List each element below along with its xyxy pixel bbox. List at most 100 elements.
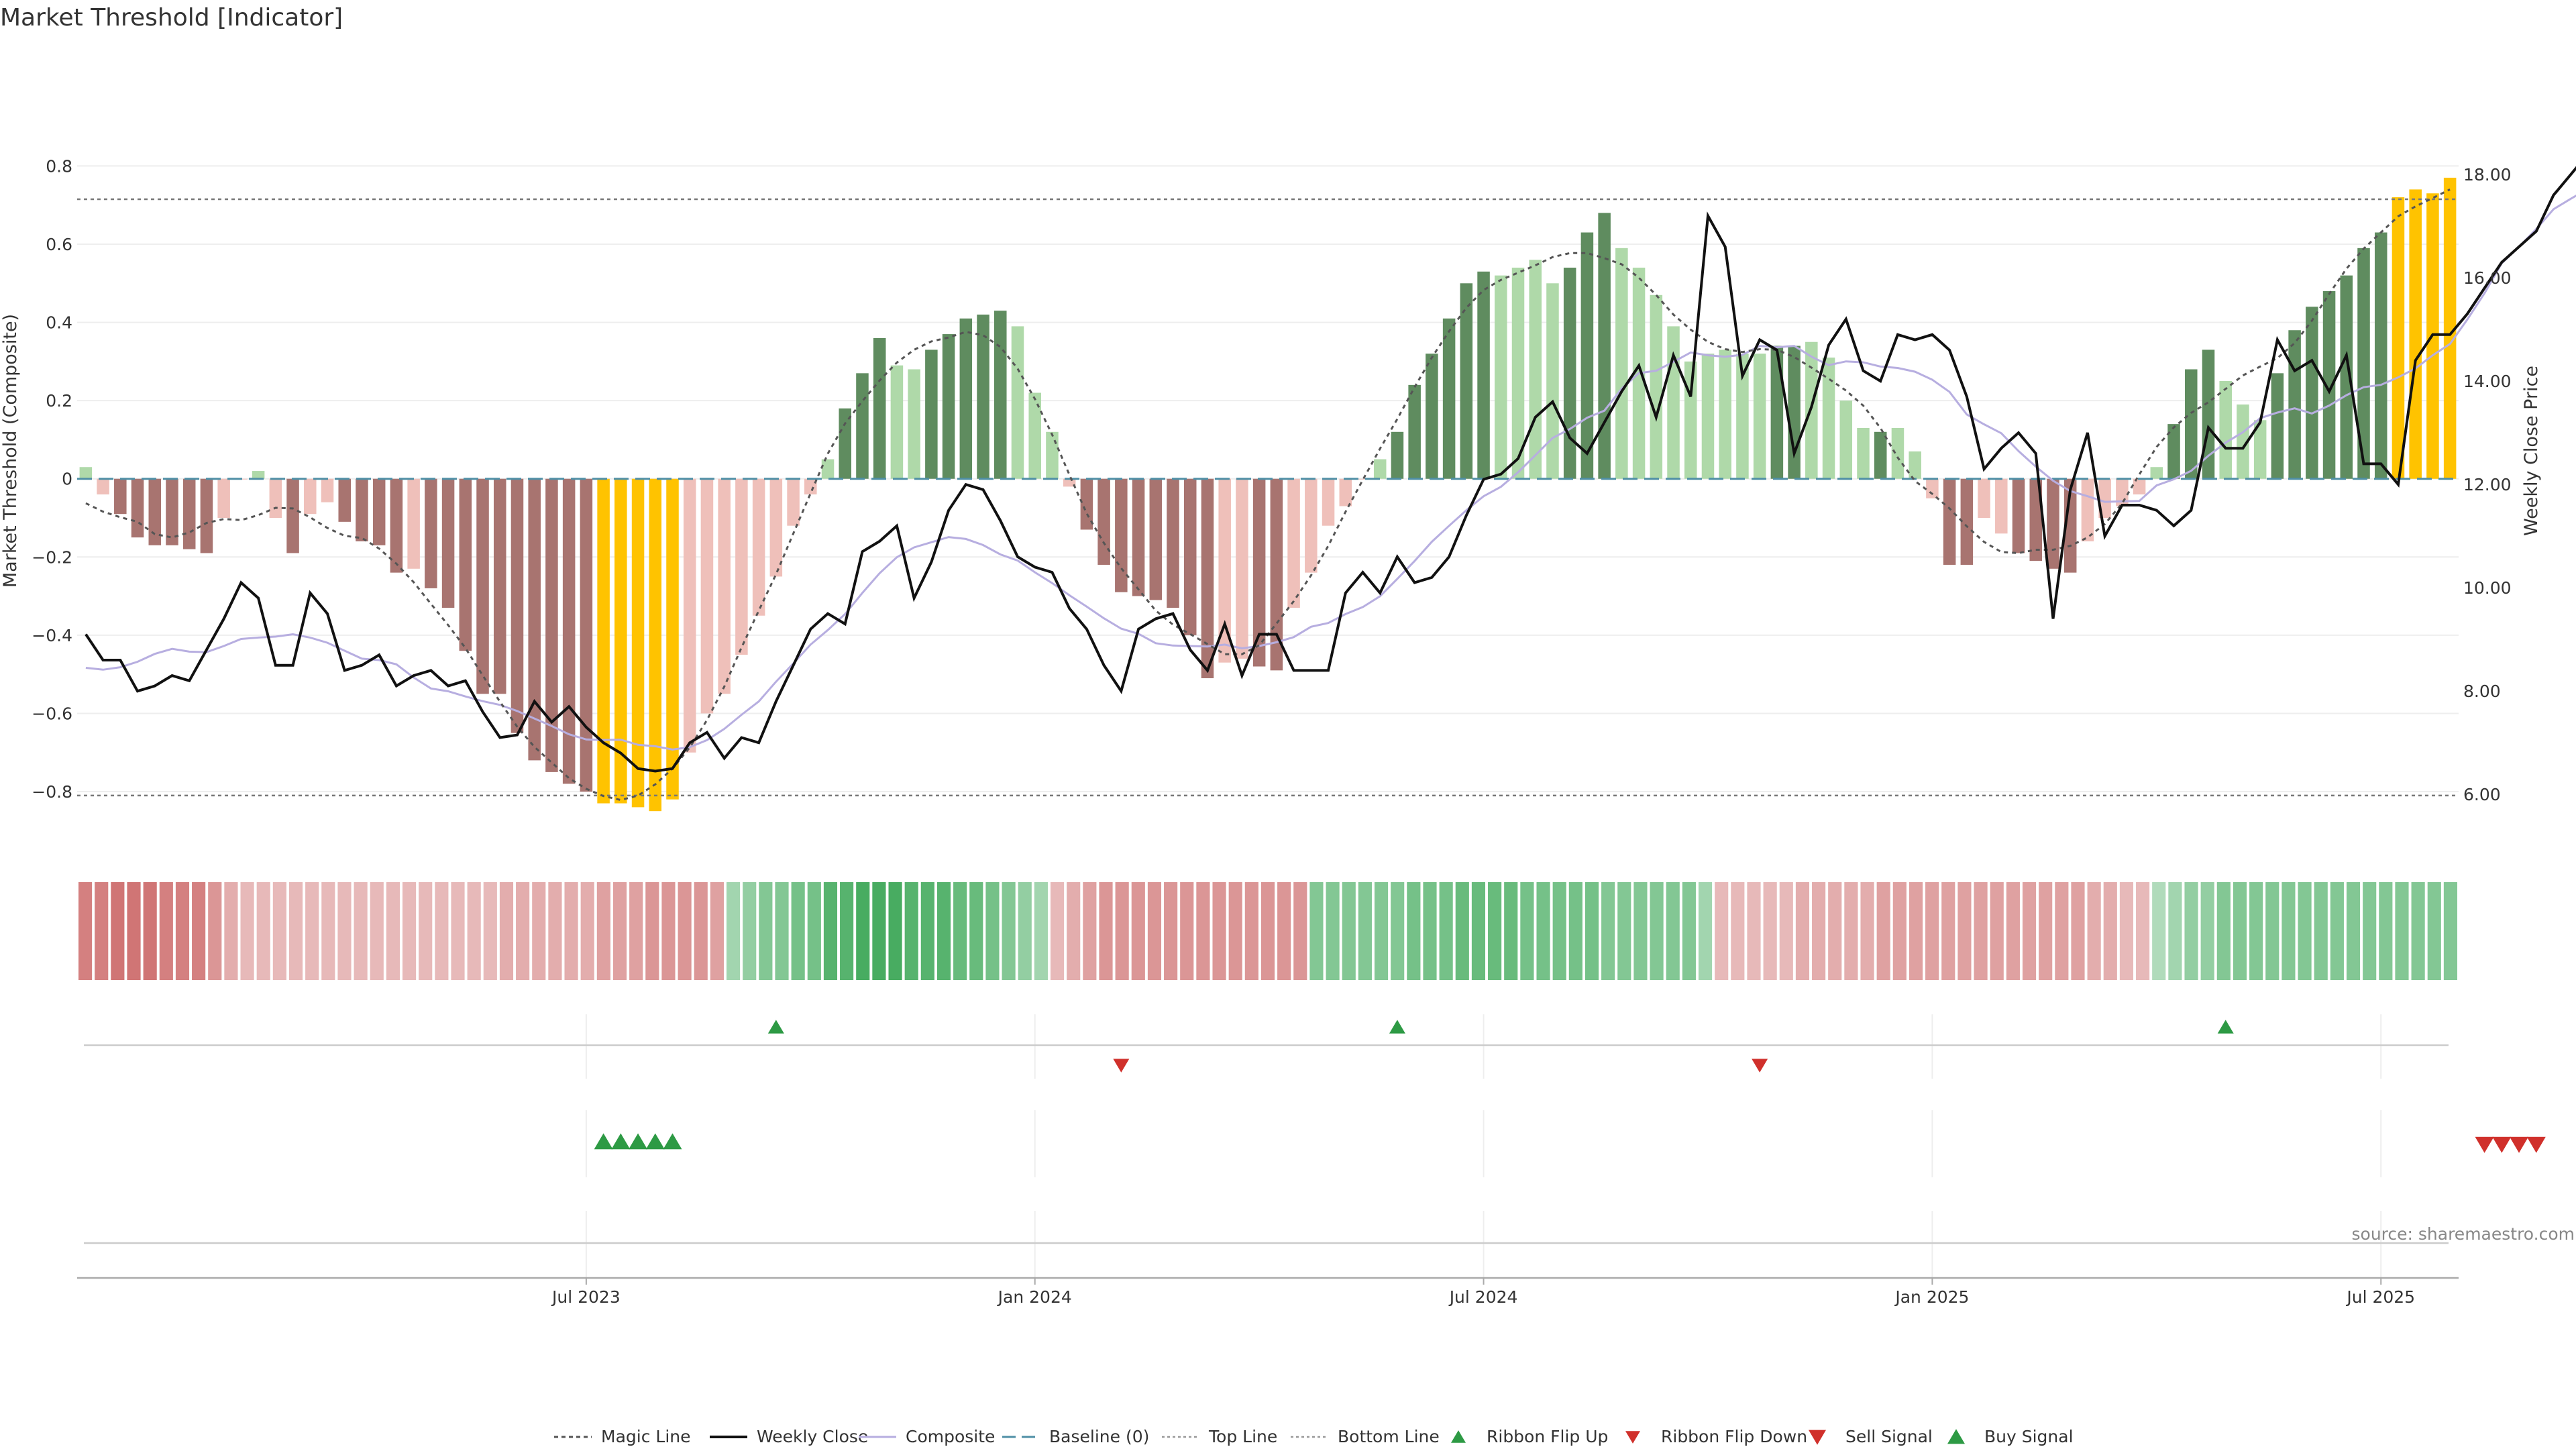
date-tick-label: Jul 2024 — [1448, 1287, 1518, 1307]
ribbon-cell — [1504, 882, 1518, 980]
ribbon-flip-up-marker — [2217, 1020, 2234, 1034]
composite-bar — [476, 478, 489, 694]
ribbon-cell — [419, 882, 433, 980]
composite-bar — [1943, 478, 1956, 565]
composite-bar — [2306, 307, 2318, 479]
composite-bar — [304, 478, 317, 515]
left-axis-label: Market Threshold (Composite) — [0, 314, 21, 588]
ribbon-cell — [2103, 882, 2117, 980]
composite-bar — [1615, 248, 1628, 479]
composite-bar — [821, 459, 835, 479]
left-tick-label: −0.4 — [32, 626, 72, 645]
composite-bar — [1529, 260, 1542, 479]
composite-bar — [166, 478, 178, 545]
composite-bar — [1511, 267, 1525, 479]
weekly-close-line — [85, 166, 2576, 773]
composite-bar — [2167, 424, 2180, 479]
composite-bar — [580, 478, 593, 792]
composite-bar — [1097, 478, 1110, 565]
ribbon-cell — [1682, 882, 1696, 980]
ribbon-cell — [532, 882, 546, 980]
ribbon-cell — [2200, 882, 2214, 980]
composite-bar — [97, 478, 109, 495]
ribbon-cell — [1002, 882, 1016, 980]
composite-bar — [1011, 326, 1024, 479]
ribbon-cell — [1617, 882, 1631, 980]
legend-swatch-ribbon-flip-up — [1451, 1430, 1466, 1443]
ribbon-cell — [143, 882, 157, 980]
ribbon-cell — [840, 882, 854, 980]
composite-bar — [1667, 326, 1680, 479]
ribbon-cell — [2152, 882, 2166, 980]
ribbon-cell — [791, 882, 805, 980]
date-tick-label: Jul 2025 — [2345, 1287, 2415, 1307]
composite-bar — [1460, 283, 1473, 479]
composite-bar — [1822, 358, 1835, 479]
left-tick-label: 0.6 — [46, 235, 72, 254]
ribbon-cell — [2395, 882, 2409, 980]
legend-label: Composite — [906, 1427, 995, 1446]
date-tick-label: Jan 2024 — [997, 1287, 1072, 1307]
ribbon-cell — [1892, 882, 1907, 980]
ribbon-cell — [1974, 882, 1988, 980]
ribbon-cell — [288, 882, 303, 980]
composite-bar — [2047, 478, 2059, 569]
ribbon-cell — [1099, 882, 1113, 980]
right-tick-label: 18.00 — [2463, 165, 2512, 184]
sell-signal-marker — [2475, 1136, 2494, 1153]
right-tick-label: 14.00 — [2463, 372, 2512, 391]
composite-bar — [1736, 354, 1749, 479]
composite-bar — [1580, 232, 1594, 479]
ribbon-cell — [2071, 882, 2085, 980]
left-tick-label: 0.4 — [46, 313, 72, 333]
left-tick-label: −0.8 — [32, 782, 72, 802]
ribbon-cell — [2136, 882, 2150, 980]
ribbon-cell — [1455, 882, 1469, 980]
composite-bar — [2357, 248, 2370, 479]
ribbon-cell — [1828, 882, 1842, 980]
ribbon-cell — [483, 882, 497, 980]
composite-bar — [1874, 431, 1887, 479]
composite-bar — [683, 478, 696, 753]
magic-line — [85, 189, 2451, 802]
ribbon-cell — [1795, 882, 1810, 980]
legend-label: Baseline (0) — [1049, 1427, 1149, 1446]
ribbon-cell — [2346, 882, 2361, 980]
ribbon-cell — [1731, 882, 1745, 980]
composite-bar — [1477, 271, 1490, 479]
ribbon-cell — [2184, 882, 2198, 980]
composite-bar — [1857, 427, 1870, 479]
ribbon-cell — [402, 882, 417, 980]
ribbon-flip-panel — [84, 1014, 2449, 1079]
composite-bar — [1426, 354, 1438, 479]
legend-label: Sell Signal — [1845, 1427, 1933, 1446]
buy-signal-marker — [611, 1133, 631, 1150]
composite-bar — [1373, 459, 1387, 479]
ribbon-cell — [710, 882, 724, 980]
composite-bar — [356, 478, 368, 541]
ribbon-cell — [2039, 882, 2053, 980]
ribbon-cell — [2379, 882, 2393, 980]
ribbon-cell — [337, 882, 352, 980]
ribbon-cell — [1228, 882, 1242, 980]
ribbon-cell — [159, 882, 173, 980]
composite-bar — [79, 467, 93, 479]
legend-label: Weekly Close — [757, 1427, 868, 1446]
ribbon-cell — [272, 882, 286, 980]
ribbon-cell — [1520, 882, 1534, 980]
ribbon-cell — [1876, 882, 1890, 980]
composite-bar — [2288, 330, 2301, 479]
ribbon-cell — [1698, 882, 1713, 980]
ribbon-cell — [1957, 882, 1972, 980]
ribbon-cell — [1990, 882, 2004, 980]
ribbon-flip-up-marker — [1389, 1020, 1405, 1034]
ribbon-cell — [807, 882, 821, 980]
composite-bar — [1891, 427, 1904, 479]
composite-bar — [252, 471, 265, 479]
composite-bar — [1788, 345, 1801, 479]
composite-bar — [2063, 478, 2077, 573]
ribbon-cell — [1260, 882, 1275, 980]
composite-bar — [1063, 478, 1076, 487]
composite-bar — [2012, 478, 2025, 553]
composite-bar — [1115, 478, 1128, 592]
